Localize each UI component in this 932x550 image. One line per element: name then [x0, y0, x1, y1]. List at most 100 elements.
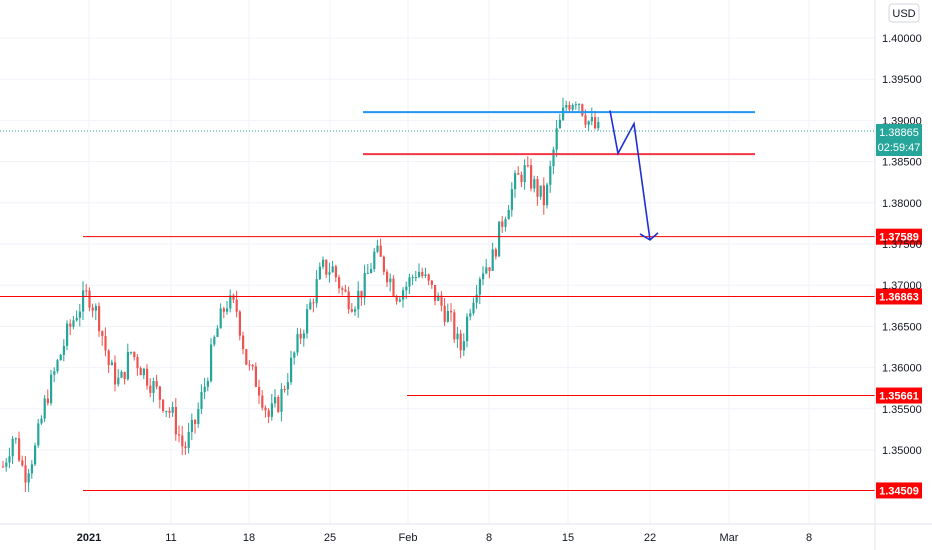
y-tick-label: 1.38000 [882, 198, 922, 210]
candle-body [523, 165, 526, 183]
candle-body [232, 295, 235, 300]
candle-body [24, 465, 27, 483]
candle-body [427, 274, 430, 281]
candle-body [18, 438, 21, 461]
candle-body [120, 371, 123, 378]
candle-body [229, 295, 232, 309]
candle-body [302, 333, 305, 339]
candle-body [398, 299, 401, 302]
candle-body [203, 386, 206, 393]
candle-body [66, 323, 69, 346]
currency-label: USD [892, 8, 915, 20]
current-price-countdown: 02:59:47 [878, 142, 921, 154]
candle-body [222, 308, 225, 312]
candle-body [216, 328, 219, 337]
candle-body [360, 290, 363, 298]
candle-body [213, 336, 216, 345]
candle-body [123, 371, 126, 380]
candle-body [421, 271, 424, 277]
candle-body [344, 289, 347, 292]
candle-body [565, 104, 568, 108]
candle-body [494, 249, 497, 257]
candle-body [178, 434, 181, 436]
candle-body [142, 368, 145, 376]
candle-body [258, 386, 261, 396]
x-tick-label: 2021 [77, 532, 101, 544]
candle-body [440, 295, 443, 306]
candle-body [520, 174, 523, 183]
candle-body [277, 397, 280, 412]
candle-body [578, 104, 581, 106]
candle-body [280, 389, 283, 412]
time-axis[interactable]: 2021 11 18 25 Feb 8 15 22 Mar 8 [0, 523, 932, 544]
candle-body [475, 294, 478, 303]
currency-button[interactable]: USD [888, 3, 920, 23]
candle-body [571, 104, 574, 110]
candle-body [558, 119, 561, 129]
candle-body [446, 311, 449, 322]
candle-body [219, 308, 222, 329]
candle-body [149, 385, 152, 393]
candle-body [78, 311, 81, 318]
x-tick-label: Mar [720, 532, 739, 544]
candle-body [562, 107, 565, 120]
candle-body [549, 166, 552, 185]
candle-body [82, 290, 85, 312]
candle-body [5, 462, 8, 467]
candle-body [392, 278, 395, 297]
candle-body [59, 354, 62, 361]
projection-path [609, 110, 659, 241]
candle-body [245, 349, 248, 365]
levels: 1.37589 1.36863 1.35661 1.34509 [0, 111, 922, 499]
candle-body [85, 290, 88, 292]
projection-arrowhead [639, 232, 659, 241]
candle-body [318, 266, 321, 280]
candle-body [350, 309, 353, 312]
candle-body [98, 306, 101, 332]
candle-body [514, 173, 517, 190]
candle-body [498, 221, 501, 257]
x-tick-label: 8 [806, 532, 812, 544]
candle-body [264, 407, 267, 411]
candle-body [434, 284, 437, 301]
candle-body [110, 362, 113, 366]
candle-body [165, 410, 168, 412]
candle-body [210, 344, 213, 382]
candle-body [453, 312, 456, 340]
price-axis[interactable]: 1.400001.395001.390001.385001.380001.375… [874, 0, 922, 550]
candle-body [376, 245, 379, 252]
candle-body [37, 423, 40, 446]
x-tick-label: 15 [562, 532, 574, 544]
candle-body [491, 249, 494, 271]
candle-body [21, 460, 24, 466]
candle-body [117, 377, 120, 385]
candle-body [146, 368, 149, 386]
candle-body [181, 435, 184, 447]
candle-body [430, 280, 433, 285]
candle-body [11, 438, 14, 457]
projection-line[interactable] [609, 110, 651, 240]
level-badge: 1.37589 [876, 228, 922, 245]
y-tick-label: 1.38500 [882, 157, 922, 169]
candle-body [34, 445, 37, 465]
candle-body [309, 302, 312, 310]
candle-body [590, 116, 593, 122]
candle-body [411, 277, 414, 279]
candle-body [507, 209, 510, 220]
candle-body [139, 367, 142, 376]
candle-body [30, 464, 33, 474]
candle-body [424, 274, 427, 277]
candle-body [482, 273, 485, 280]
candle-body [354, 309, 357, 312]
candle-body [574, 104, 577, 106]
candle-body [510, 189, 513, 210]
x-tick-label: 18 [243, 532, 255, 544]
level-price-label: 1.35661 [879, 391, 919, 403]
candle-body [50, 374, 53, 404]
candle-body [462, 341, 465, 351]
candle-body [334, 266, 337, 278]
candle-body [408, 277, 411, 287]
candle-body [322, 259, 325, 267]
candle-body [466, 316, 469, 342]
